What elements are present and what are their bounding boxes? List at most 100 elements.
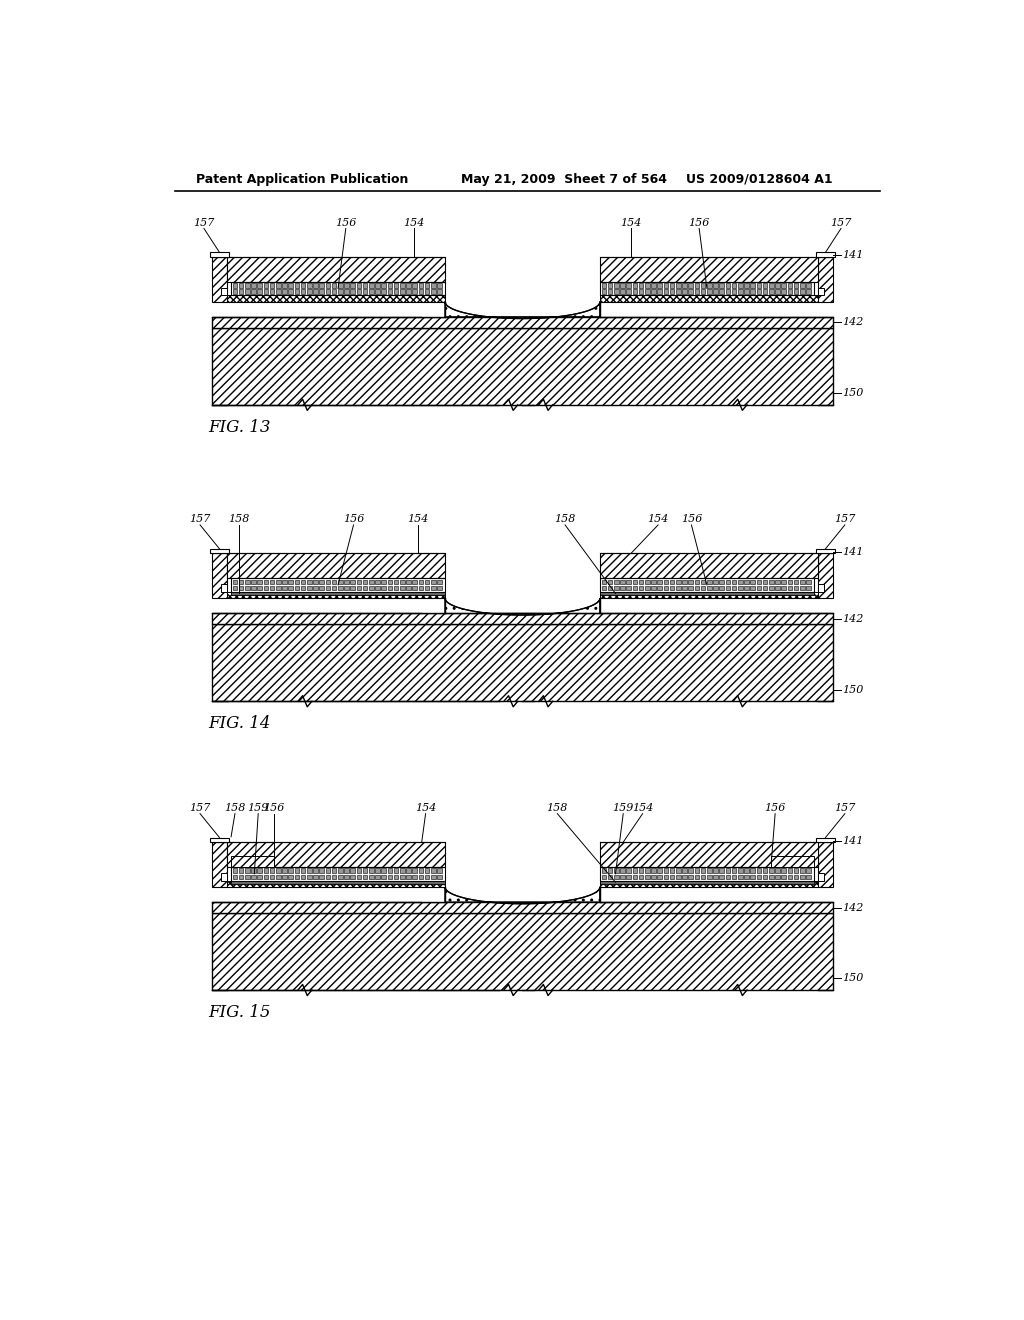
Bar [676,289,681,294]
Bar [307,289,311,294]
Text: 141: 141 [843,546,864,557]
Bar [295,586,299,590]
Bar [319,586,324,590]
Bar [818,585,824,591]
Bar [738,284,742,288]
Bar [263,284,268,288]
Text: 142: 142 [843,903,864,912]
Bar [289,586,293,590]
Bar [375,289,380,294]
Bar [726,284,730,288]
Text: 141: 141 [843,251,864,260]
Bar [751,869,755,873]
Bar [375,869,380,873]
Bar [781,579,786,585]
Bar [700,869,706,873]
Bar [627,289,631,294]
Bar [600,880,814,884]
Bar [732,289,736,294]
Polygon shape [445,887,600,904]
Text: 156: 156 [681,515,702,524]
Bar [332,289,337,294]
Text: 142: 142 [843,317,864,327]
Bar [787,284,793,288]
Bar [245,869,250,873]
Bar [769,284,773,288]
Bar [425,586,429,590]
Bar [232,289,238,294]
Bar [627,869,631,873]
Bar [394,586,398,590]
Bar [422,887,445,903]
Bar [212,913,834,990]
Bar [381,869,386,873]
Bar [276,875,281,879]
Text: 141: 141 [843,836,864,846]
Bar [738,579,742,585]
Bar [700,289,706,294]
Bar [369,579,374,585]
Text: FIG. 14: FIG. 14 [208,715,270,733]
Text: 156: 156 [343,515,365,524]
Bar [419,289,423,294]
Bar [283,579,287,585]
Bar [769,289,773,294]
Bar [313,289,317,294]
Bar [375,586,380,590]
Bar [614,869,618,873]
Bar [257,586,262,590]
Bar [600,867,814,880]
Bar [744,869,749,873]
Bar [332,586,337,590]
Bar [800,869,805,873]
Text: 154: 154 [415,803,436,813]
Text: 158: 158 [228,515,250,524]
Bar [419,875,423,879]
Text: 158: 158 [224,803,246,813]
Bar [356,284,361,288]
Bar [775,579,779,585]
Bar [301,869,305,873]
Text: 150: 150 [843,388,864,399]
Bar [263,875,268,879]
Bar [400,869,404,873]
Bar [326,284,331,288]
Bar [751,875,755,879]
Bar [232,869,238,873]
Bar [422,598,445,614]
Bar [763,284,767,288]
Bar [319,875,324,879]
Bar [657,875,662,879]
Bar [657,284,662,288]
Bar [800,284,805,288]
Bar [633,869,637,873]
Bar [232,875,238,879]
Bar [719,289,724,294]
Bar [419,586,423,590]
Bar [751,586,755,590]
Bar [700,579,706,585]
Bar [301,875,305,879]
Bar [232,586,238,590]
Bar [227,842,445,867]
Bar [295,875,299,879]
Bar [651,869,655,873]
Bar [239,875,244,879]
Bar [676,875,681,879]
Bar [344,289,349,294]
Bar [775,289,779,294]
Bar [251,869,256,873]
Bar [381,586,386,590]
Bar [350,289,355,294]
Bar [676,284,681,288]
Bar [816,252,835,257]
Bar [600,296,818,302]
Bar [794,586,799,590]
Bar [763,579,767,585]
Bar [633,289,637,294]
Bar [688,289,693,294]
Bar [651,579,655,585]
Text: 154: 154 [632,803,653,813]
Bar [375,579,380,585]
Bar [437,586,442,590]
